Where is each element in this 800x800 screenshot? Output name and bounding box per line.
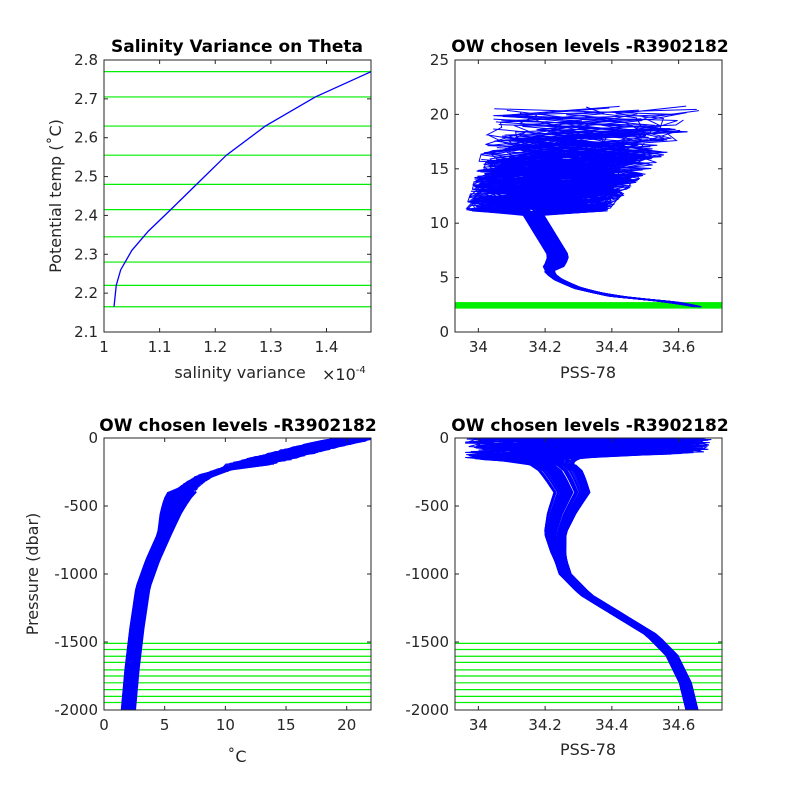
profile-line — [509, 438, 698, 710]
x-tick-label: 34.4 — [595, 716, 628, 734]
data-marks — [455, 105, 722, 309]
data-marks — [455, 438, 722, 710]
y-tick-label: -1000 — [405, 565, 449, 583]
y-tick-label: 2.8 — [74, 51, 98, 69]
ticks: 34 34.2 34.4 34.6 0 5 10 15 20 25 — [430, 51, 722, 356]
x-tick-label: 34 — [469, 716, 488, 734]
x-tick-label: 34.6 — [662, 338, 695, 356]
panel-temperature-pressure: 0 5 10 15 20 -2000 -1500 -1000 -500 0 OW chosen l… — [23, 416, 377, 766]
y-axis-label: Pressure (dbar) — [23, 513, 42, 636]
x-tick-label: 1.3 — [259, 338, 283, 356]
profile-line — [478, 438, 705, 710]
chart-title: OW chosen levels -R3902182 — [451, 37, 728, 57]
y-tick-label: 5 — [439, 269, 449, 287]
profile-line — [472, 438, 691, 710]
y-tick-label: 10 — [430, 214, 449, 232]
panel-salinity-temperature: 34 34.2 34.4 34.6 0 5 10 15 20 25 OW chosen level… — [430, 37, 729, 382]
y-tick-label: -1500 — [405, 633, 449, 651]
y-tick-label: 2.7 — [74, 90, 98, 108]
chart-title: Salinity Variance on Theta — [111, 37, 363, 57]
axis-frame — [454, 437, 723, 711]
y-tick-label: 2.1 — [74, 323, 98, 341]
x-tick-label: 34.2 — [528, 716, 561, 734]
profile-line — [527, 438, 700, 710]
x-tick-label: 1.4 — [315, 338, 339, 356]
y-tick-label: -500 — [415, 497, 449, 515]
x-tick-label: 10 — [216, 716, 235, 734]
y-tick-label: 2.3 — [74, 245, 98, 263]
ticks: 1 1.1 1.2 1.3 1.4 2.1 2.2 2.3 2.4 2.5 2.6 2.7 2.8 — [74, 51, 371, 356]
ticks: 34 34.2 34.4 34.6 -2000 -1500 -1000 -500 0 — [405, 429, 722, 734]
x-tick-label: 0 — [99, 716, 109, 734]
chart-title: OW chosen levels -R3902182 — [99, 416, 376, 436]
x-tick-label: 34.2 — [528, 338, 561, 356]
profile-line — [518, 438, 698, 710]
x-tick-label: 20 — [337, 716, 356, 734]
y-tick-label: -2000 — [54, 701, 98, 719]
x-axis-label: PSS-78 — [560, 740, 616, 759]
y-tick-label: 2.4 — [74, 206, 98, 224]
x-tick-label: 5 — [160, 716, 170, 734]
x-tick-label: 1.1 — [148, 338, 172, 356]
profile-line — [483, 147, 688, 305]
profile-line — [537, 438, 689, 710]
profile-line — [468, 438, 693, 710]
x-axis-scale-factor: ×10-4 — [322, 365, 366, 384]
x-tick-label: 34.6 — [662, 716, 695, 734]
y-tick-label: 15 — [430, 160, 449, 178]
x-tick-label: 1 — [99, 338, 109, 356]
y-tick-label: 2.2 — [74, 284, 98, 302]
y-tick-label: -1500 — [54, 633, 98, 651]
x-tick-label: 15 — [276, 716, 295, 734]
x-axis-label: salinity variance — [174, 363, 305, 382]
y-tick-label: 25 — [430, 51, 449, 69]
scale-base: ×10 — [322, 365, 356, 384]
axis-frame — [454, 59, 723, 333]
x-tick-label: 1.2 — [203, 338, 227, 356]
y-tick-label: 2.5 — [74, 168, 98, 186]
y-tick-label: 0 — [439, 429, 449, 447]
x-tick-label: 34 — [469, 338, 488, 356]
profile-line — [473, 438, 690, 710]
y-tick-label: 0 — [439, 323, 449, 341]
chosen-level-band — [455, 302, 722, 309]
plot-area — [103, 59, 372, 333]
y-tick-label: -500 — [64, 497, 98, 515]
axis-frame — [103, 59, 372, 333]
profile-line — [132, 438, 345, 710]
profile-line — [121, 438, 363, 710]
y-axis-label: Potential temp (˚C) — [46, 119, 65, 273]
panel-salinity-variance: 1 1.1 1.2 1.3 1.4 2.1 2.2 2.3 2.4 2.5 2.6 2.7 2.8 Sa… — [46, 37, 372, 384]
scale-exponent: -4 — [356, 365, 366, 376]
y-tick-label: 2.6 — [74, 129, 98, 147]
panel-salinity-pressure: 34 34.2 34.4 34.6 -2000 -1500 -1000 -500 0 OW ch… — [405, 416, 728, 759]
profile-line — [130, 438, 370, 710]
y-tick-label: -1000 — [54, 565, 98, 583]
profile-line — [476, 438, 694, 710]
axis-frame — [103, 437, 372, 711]
profile-line — [465, 438, 707, 710]
x-tick-label: 34.4 — [595, 338, 628, 356]
ticks: 0 5 10 15 20 -2000 -1500 -1000 -500 0 — [54, 429, 371, 734]
profile-line — [478, 163, 693, 307]
profile-line — [514, 438, 695, 710]
x-axis-label: PSS-78 — [560, 363, 616, 382]
data-marks — [104, 71, 371, 308]
profile-line — [123, 438, 354, 710]
x-axis-label: ˚C — [227, 747, 246, 766]
series-line — [113, 71, 371, 307]
profile-line — [483, 438, 707, 710]
chart-title: OW chosen levels -R3902182 — [451, 416, 728, 436]
profile-line — [472, 438, 691, 710]
y-tick-label: 20 — [430, 105, 449, 123]
y-tick-label: -2000 — [405, 701, 449, 719]
data-marks — [104, 438, 371, 710]
profile-line — [127, 438, 361, 710]
profile-line — [499, 179, 686, 306]
y-tick-label: 0 — [88, 429, 98, 447]
